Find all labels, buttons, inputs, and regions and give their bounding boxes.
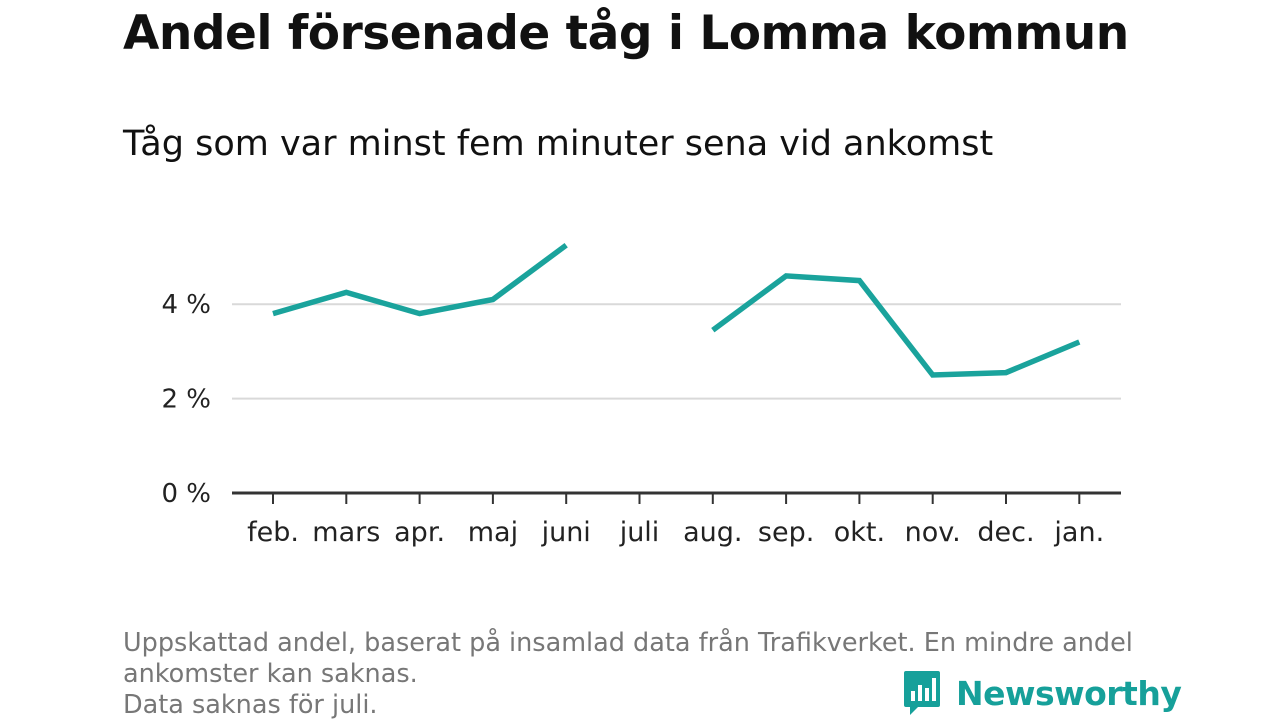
x-tick-label: apr.	[394, 517, 445, 548]
x-tick-label: juni	[541, 517, 591, 548]
data-point	[1004, 370, 1009, 375]
y-tick-label: 2 %	[161, 385, 211, 415]
newsworthy-logo-icon	[904, 671, 940, 715]
x-tick-label: maj	[468, 517, 518, 548]
footnote-line: Data saknas för juli.	[123, 690, 378, 720]
data-point	[930, 373, 935, 378]
data-point	[857, 278, 862, 283]
x-tick-label: feb.	[247, 517, 299, 548]
x-tick-label: okt.	[834, 517, 885, 548]
x-tick-label: aug.	[683, 517, 742, 548]
data-point	[710, 328, 715, 333]
data-point	[1077, 339, 1082, 344]
data-point	[271, 311, 276, 316]
footnote-line: Uppskattad andel, baserat på insamlad da…	[123, 628, 1133, 658]
gridlines	[232, 303, 1121, 400]
x-tick-label: sep.	[758, 517, 814, 548]
x-tick-label: jan.	[1053, 517, 1104, 548]
y-tick-label: 0 %	[161, 479, 211, 509]
data-point	[417, 311, 422, 316]
series-lines	[271, 242, 1082, 378]
x-tick-label: nov.	[905, 517, 961, 548]
data-point	[784, 273, 789, 278]
x-tick-label: dec.	[977, 517, 1034, 548]
series-line	[272, 242, 568, 317]
footnote-line: ankomster kan saknas.	[123, 659, 418, 689]
x-tick-label: juli	[619, 517, 660, 548]
y-tick-label: 4 %	[161, 290, 211, 320]
data-point	[564, 243, 569, 248]
x-axis-ticks: feb. mars apr. maj juni juli aug. sep. okt. nov. d…	[247, 493, 1104, 548]
y-axis-ticks: 0 % 2 % 4 %	[161, 290, 211, 509]
chart-title: Andel försenade tåg i Lomma kommun	[123, 6, 1129, 61]
data-point	[490, 297, 495, 302]
brand-name: Newsworthy	[956, 673, 1182, 713]
brand-logo: Newsworthy	[902, 668, 1182, 718]
x-tick-label: mars	[312, 517, 380, 548]
series-line	[711, 273, 1081, 378]
footnote: Uppskattad andel, baserat på insamlad da…	[123, 628, 1163, 721]
chart-subtitle: Tåg som var minst fem minuter sena vid a…	[123, 124, 994, 164]
data-point	[344, 290, 349, 295]
